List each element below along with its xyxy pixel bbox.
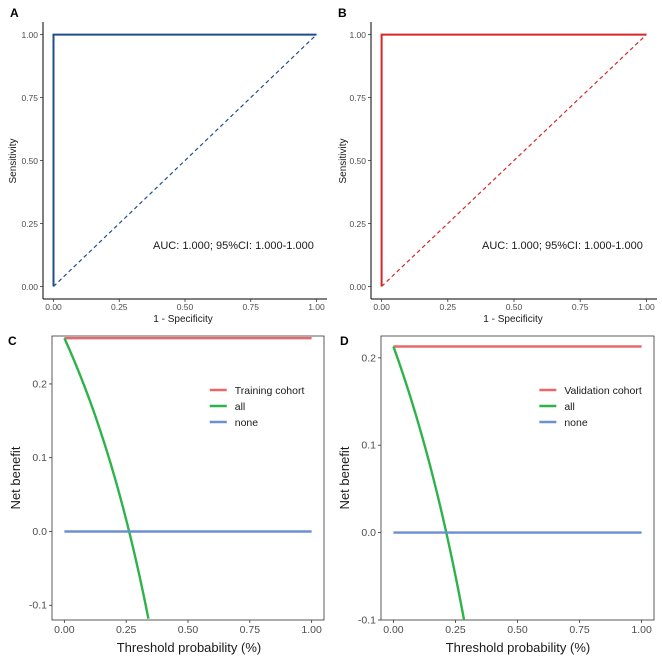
legend-label-model-d: Validation cohort (564, 385, 642, 397)
y-tick-label-c: 0.0 (32, 526, 47, 538)
y-tick-label-a: 0.00 (21, 282, 38, 292)
x-tick-label-a: 0.25 (111, 302, 128, 312)
y-tick-label-c: -0.1 (29, 600, 47, 612)
x-axis-title-a: 1 - Specificity (153, 314, 212, 325)
panel-d: D 0.00 0.25 0.50 0.75 1.00 -0.1 0.0 0.1 0.2 Valid… (337, 334, 655, 655)
panel-b: B 0.00 0.25 0.50 0.75 1.00 0.00 0.25 0.50 0.75 1.… (338, 6, 657, 325)
legend-label-treat_all-c: all (235, 401, 246, 413)
y-axis-title-d: Net benefit (337, 446, 352, 509)
reference-diagonal-b (381, 34, 647, 287)
plot-frame-c (51, 335, 325, 621)
x-tick-label-b: 1.00 (638, 302, 655, 312)
panel-letter-c: C (8, 334, 17, 348)
dca-plot-d: 0.00 0.25 0.50 0.75 1.00 -0.1 0.0 0.1 0.2 Validat… (358, 335, 655, 636)
x-tick-label-b: 0.75 (572, 302, 589, 312)
series-line-treat_all-d (392, 346, 466, 620)
y-tick-label-a: 0.75 (21, 93, 38, 103)
dca-plot-c: 0.00 0.25 0.50 0.75 1.00 -0.1 0.0 0.1 0.2 Trainin… (29, 335, 325, 636)
panel-letter-a: A (10, 6, 19, 20)
panel-letter-b: B (338, 6, 347, 20)
x-tick-label-d: 1.00 (631, 624, 652, 636)
y-tick-label-d: 0.0 (361, 527, 376, 539)
y-tick-label-a: 1.00 (21, 30, 38, 40)
x-tick-label-c: 0.50 (178, 624, 199, 636)
x-tick-label-d: 0.75 (569, 624, 590, 636)
y-axis-title-c: Net benefit (8, 446, 23, 509)
x-tick-label-b: 0.00 (373, 302, 390, 312)
panel-c: C 0.00 0.25 0.50 0.75 1.00 -0.1 0.0 0.1 0.2 Train… (8, 334, 325, 655)
auc-annotation-a: AUC: 1.000; 95%CI: 1.000-1.000 (153, 240, 314, 252)
legend-label-none-c: none (235, 417, 259, 429)
y-axis-title-a: Sensitivity (8, 138, 19, 183)
panel-letter-d: D (340, 334, 349, 348)
x-axis-title-b: 1 - Specificity (483, 314, 542, 325)
plot-frame-d (380, 335, 655, 621)
x-tick-label-b: 0.50 (506, 302, 523, 312)
y-tick-label-d: -0.1 (358, 615, 376, 627)
y-tick-label-b: 0.50 (349, 156, 366, 166)
x-tick-label-b: 0.25 (440, 302, 457, 312)
y-axis-title-b: Sensitivity (338, 138, 349, 183)
series-line-treat_all-c (63, 337, 150, 619)
roc-curve-a (52, 33, 317, 287)
panel-a: A 0.00 0.25 0.50 0.75 1.00 0.00 0.25 0.50 0.75 1.… (8, 6, 327, 325)
x-tick-label-a: 0.50 (177, 302, 194, 312)
reference-diagonal-a (53, 34, 317, 287)
roc-curve-b (380, 33, 647, 287)
x-tick-label-a: 0.00 (45, 302, 62, 312)
y-tick-label-b: 0.75 (349, 93, 366, 103)
x-tick-label-c: 0.00 (54, 624, 75, 636)
curves-c (63, 337, 312, 619)
x-tick-label-d: 0.00 (383, 624, 404, 636)
y-tick-label-d: 0.2 (361, 352, 376, 364)
y-tick-label-b: 0.00 (349, 282, 366, 292)
legend-label-none-d: none (564, 417, 588, 429)
x-axis-title-c: Threshold probability (%) (117, 640, 262, 655)
legend-label-model-c: Training cohort (235, 385, 305, 397)
auc-annotation-b: AUC: 1.000; 95%CI: 1.000-1.000 (482, 240, 643, 252)
x-tick-label-c: 0.25 (116, 624, 137, 636)
x-tick-label-d: 0.25 (445, 624, 466, 636)
roc-plot-a: 0.00 0.25 0.50 0.75 1.00 0.00 0.25 0.50 0.75 1.00 (21, 22, 327, 312)
x-axis-title-d: Threshold probability (%) (446, 640, 591, 655)
y-tick-label-a: 0.50 (21, 156, 38, 166)
y-tick-label-d: 0.1 (361, 440, 376, 452)
roc-plot-b: 0.00 0.25 0.50 0.75 1.00 0.00 0.25 0.50 0.75 1.00 (349, 22, 657, 312)
x-tick-label-c: 0.75 (240, 624, 261, 636)
y-tick-label-b: 0.25 (349, 219, 366, 229)
x-tick-label-a: 1.00 (308, 302, 325, 312)
x-tick-label-a: 0.75 (242, 302, 259, 312)
curves-d (392, 345, 642, 620)
legend-label-treat_all-d: all (564, 401, 575, 413)
x-tick-label-d: 0.50 (507, 624, 528, 636)
x-tick-label-c: 1.00 (301, 624, 322, 636)
y-tick-label-a: 0.25 (21, 219, 38, 229)
y-tick-label-c: 0.1 (32, 452, 47, 464)
y-tick-label-c: 0.2 (32, 378, 47, 390)
y-tick-label-b: 1.00 (349, 30, 366, 40)
